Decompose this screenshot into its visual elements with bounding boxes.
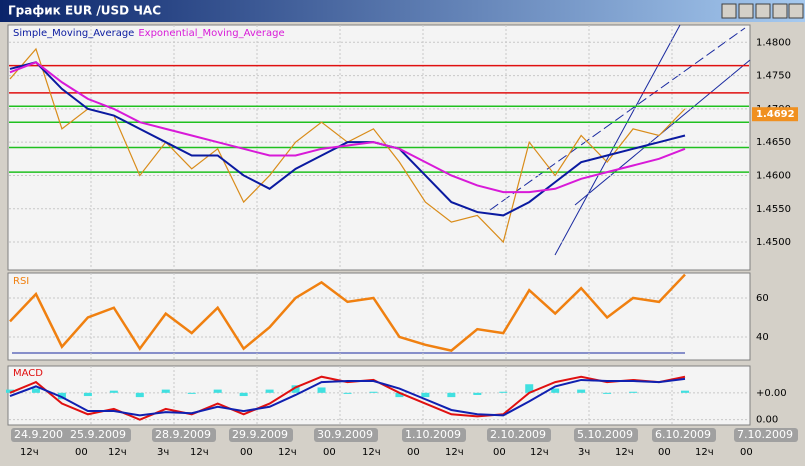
y-tick-label: 1.4550 <box>756 204 791 215</box>
channel-line <box>489 27 746 211</box>
date-label: 1.10.2009 <box>405 428 461 441</box>
date-label: 2.10.2009 <box>490 428 546 441</box>
histogram-bar <box>447 392 456 398</box>
hour-label: 12ч <box>695 447 714 458</box>
histogram-bar <box>317 387 326 393</box>
histogram-bar <box>213 389 222 393</box>
hour-label: 00 <box>493 447 506 458</box>
ma-line <box>9 61 686 194</box>
y-tick-label: 1.4600 <box>756 170 791 181</box>
ma-line <box>9 61 686 217</box>
button[interactable] <box>788 3 804 19</box>
button[interactable] <box>721 3 737 19</box>
y-tick-label: 1.4500 <box>756 237 791 248</box>
histogram-bar <box>499 391 508 393</box>
histogram-bar <box>603 392 612 394</box>
window-title: График EUR /USD ЧАС <box>8 4 161 18</box>
button[interactable] <box>738 3 754 19</box>
panel-title: RSI <box>13 276 29 287</box>
date-box <box>67 428 131 442</box>
histogram-bar <box>343 392 352 394</box>
date-box <box>11 428 75 442</box>
histogram-bar <box>395 392 404 398</box>
y-tick-label: 1.4800 <box>756 37 791 48</box>
y-tick-label: 1.4750 <box>756 71 791 82</box>
date-label: 25.9.2009 <box>70 428 126 441</box>
histogram-bar <box>551 388 560 393</box>
histogram-bar <box>629 391 638 393</box>
hour-label: 12ч <box>362 447 381 458</box>
histogram-bar <box>525 384 534 393</box>
channel-line <box>554 24 681 256</box>
histogram-bar <box>473 392 482 395</box>
date-box <box>402 428 466 442</box>
last-price-box <box>752 107 798 122</box>
hour-label: 3ч <box>578 447 590 458</box>
title-bar <box>0 0 805 22</box>
hour-label: 12ч <box>190 447 209 458</box>
date-label: 28.9.2009 <box>155 428 211 441</box>
date-box <box>487 428 551 442</box>
macd-line <box>9 377 686 417</box>
date-box <box>229 428 293 442</box>
panel-title: MACD <box>13 368 43 379</box>
hour-label: 00 <box>658 447 671 458</box>
date-label: 7.10.2009 <box>737 428 793 441</box>
button[interactable] <box>755 3 771 19</box>
histogram-bar <box>135 392 144 398</box>
histogram-bar <box>187 392 196 394</box>
histogram-bar <box>6 389 14 393</box>
date-box <box>734 428 798 442</box>
histogram-bar <box>31 388 40 393</box>
hour-label: 12ч <box>530 447 549 458</box>
date-label: 6.10.2009 <box>655 428 711 441</box>
y-tick-label: 1.4650 <box>756 137 791 148</box>
histogram-bar <box>681 390 689 393</box>
histogram-bar <box>161 389 170 393</box>
date-label: 5.10.2009 <box>577 428 633 441</box>
date-label: 24.9.200 <box>14 428 63 441</box>
hour-label: 00 <box>75 447 88 458</box>
y-tick-label: +0.00 <box>756 388 787 399</box>
legend-entry: Simple_Moving_Average <box>13 28 134 39</box>
histogram-bar <box>109 390 118 393</box>
histogram-bar <box>369 391 378 393</box>
hour-label: 00 <box>740 447 753 458</box>
date-box <box>314 428 378 442</box>
date-box <box>152 428 216 442</box>
date-label: 30.9.2009 <box>317 428 373 441</box>
histogram-bar <box>421 392 430 398</box>
last-price-label: 1.4692 <box>756 109 795 120</box>
y-tick-label: 60 <box>756 293 769 304</box>
hour-label: 00 <box>323 447 336 458</box>
hour-label: 00 <box>407 447 420 458</box>
y-tick-label: 0.00 <box>756 415 778 426</box>
hour-label: 12ч <box>615 447 634 458</box>
histogram-bar <box>265 389 274 393</box>
histogram-bar <box>291 385 300 393</box>
hour-label: 12ч <box>445 447 464 458</box>
hour-label: 3ч <box>157 447 169 458</box>
hour-label: 12ч <box>278 447 297 458</box>
content: 1.48001.47501.47001.46501.46001.45501.45… <box>6 25 798 458</box>
date-box <box>652 428 716 442</box>
histogram-bar <box>83 392 92 397</box>
hour-label: 00 <box>240 447 253 458</box>
histogram-bar <box>239 392 248 397</box>
hour-label: 12ч <box>20 447 39 458</box>
legend-entry: Exponential_Moving_Average <box>138 28 284 39</box>
y-tick-label: 40 <box>756 332 769 343</box>
price-line <box>9 273 686 352</box>
macd-panel <box>7 365 751 426</box>
hour-label: 12ч <box>108 447 127 458</box>
rsi-panel <box>7 272 751 361</box>
window-buttons[interactable] <box>721 3 804 19</box>
button[interactable] <box>772 3 788 19</box>
date-box <box>574 428 638 442</box>
date-label: 29.9.2009 <box>232 428 288 441</box>
histogram-bar <box>577 389 586 393</box>
